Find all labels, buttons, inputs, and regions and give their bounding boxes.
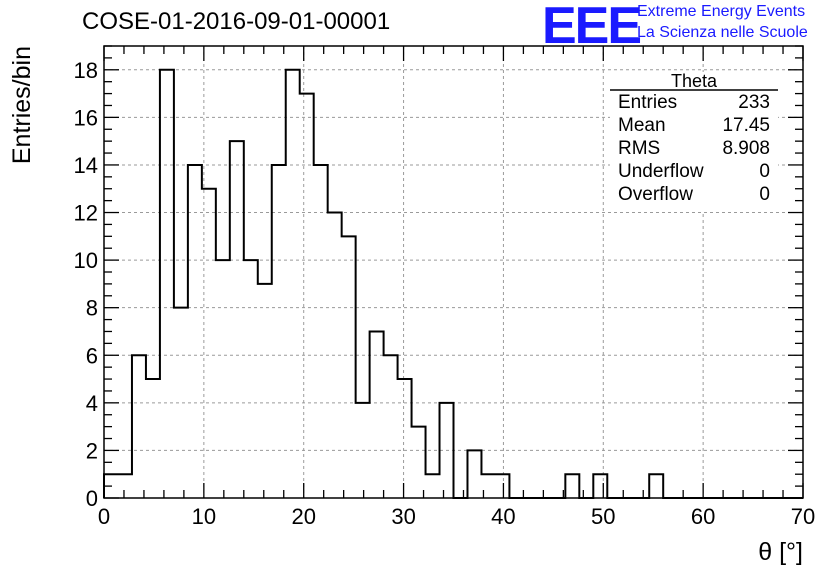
histogram-bin — [328, 213, 342, 498]
y-tick-label: 12 — [74, 201, 98, 226]
histogram-bin — [467, 450, 481, 498]
stats-row-mean: Mean 17.45 — [618, 115, 770, 137]
y-tick-label: 18 — [74, 58, 98, 83]
histogram-bin — [216, 260, 230, 498]
y-tick-label: 6 — [86, 343, 98, 368]
x-tick-labels: 0 10 20 30 40 50 60 70 — [98, 504, 815, 529]
histogram-bin — [160, 70, 174, 498]
histogram-bin — [202, 189, 216, 498]
histogram-bin — [342, 236, 356, 498]
histogram-bin — [188, 165, 202, 498]
stats-row-rms: RMS 8.908 — [618, 138, 770, 160]
stats-label: Mean — [618, 115, 666, 136]
stats-row-underflow: Underflow 0 — [618, 161, 770, 183]
histogram-bin — [412, 427, 426, 498]
eee-logo: EEE — [542, 0, 642, 55]
histogram-bin — [244, 260, 258, 498]
y-tick-labels: 0 2 4 6 8 10 12 14 16 18 — [74, 58, 98, 511]
histogram-bin — [314, 165, 328, 498]
logo-line-1: Extreme Energy Events — [637, 3, 806, 20]
histogram-bin — [300, 94, 314, 498]
x-tick-label: 40 — [491, 504, 515, 529]
stats-value: 0 — [759, 184, 770, 205]
histogram-bin — [440, 403, 454, 498]
histogram-bin — [495, 474, 509, 498]
histogram-bin — [272, 165, 286, 498]
stats-label: Overflow — [618, 184, 693, 205]
stats-label: Underflow — [618, 161, 704, 182]
y-tick-label: 16 — [74, 105, 98, 130]
y-tick-label: 10 — [74, 248, 98, 273]
histogram-bin — [370, 331, 384, 498]
axis-ticks — [103, 45, 804, 499]
y-tick-label: 4 — [86, 391, 98, 416]
histogram-bin — [356, 403, 370, 498]
y-tick-label: 0 — [86, 486, 98, 511]
histogram-bin — [426, 474, 440, 498]
y-tick-label: 8 — [86, 296, 98, 321]
histogram-bin — [118, 474, 132, 498]
stats-box: Theta — [610, 71, 778, 212]
x-tick-label: 20 — [291, 504, 315, 529]
stats-row-overflow: Overflow 0 — [618, 184, 770, 206]
x-tick-label: 50 — [591, 504, 615, 529]
y-axis-label: Entries/bin — [8, 46, 36, 164]
histogram-bin — [230, 141, 244, 498]
histogram-bin — [146, 379, 160, 498]
stats-label: RMS — [618, 138, 661, 159]
logo-line-2: La Scienza nelle Scuole — [637, 24, 808, 41]
histogram-bin — [132, 355, 146, 498]
stats-label: Entries — [618, 92, 678, 113]
x-tick-label: 30 — [391, 504, 415, 529]
histogram-bin — [258, 284, 272, 498]
x-tick-label: 10 — [192, 504, 216, 529]
stats-box-background — [610, 72, 778, 212]
page-title: COSE-01-2016-09-01-00001 — [82, 8, 391, 35]
stats-value: 0 — [759, 161, 770, 182]
stats-row-entries: Entries 233 — [618, 92, 770, 114]
histogram-bin — [286, 70, 300, 498]
y-tick-label: 14 — [74, 153, 98, 178]
histogram-bin — [593, 474, 607, 498]
x-tick-label: 60 — [691, 504, 715, 529]
histogram-bin — [398, 379, 412, 498]
x-axis-label: θ [°] — [758, 538, 803, 566]
stats-value: 8.908 — [722, 138, 770, 159]
histogram-bin — [565, 474, 579, 498]
stats-value: 233 — [738, 92, 770, 113]
y-tick-label: 2 — [86, 438, 98, 463]
histogram-bin — [649, 474, 663, 498]
histogram-bin — [174, 308, 188, 498]
stats-value: 17.45 — [722, 115, 770, 136]
stats-box-name: Theta — [671, 71, 718, 91]
histogram-bin — [384, 355, 398, 498]
x-tick-label: 0 — [98, 504, 110, 529]
x-tick-label: 70 — [791, 504, 815, 529]
